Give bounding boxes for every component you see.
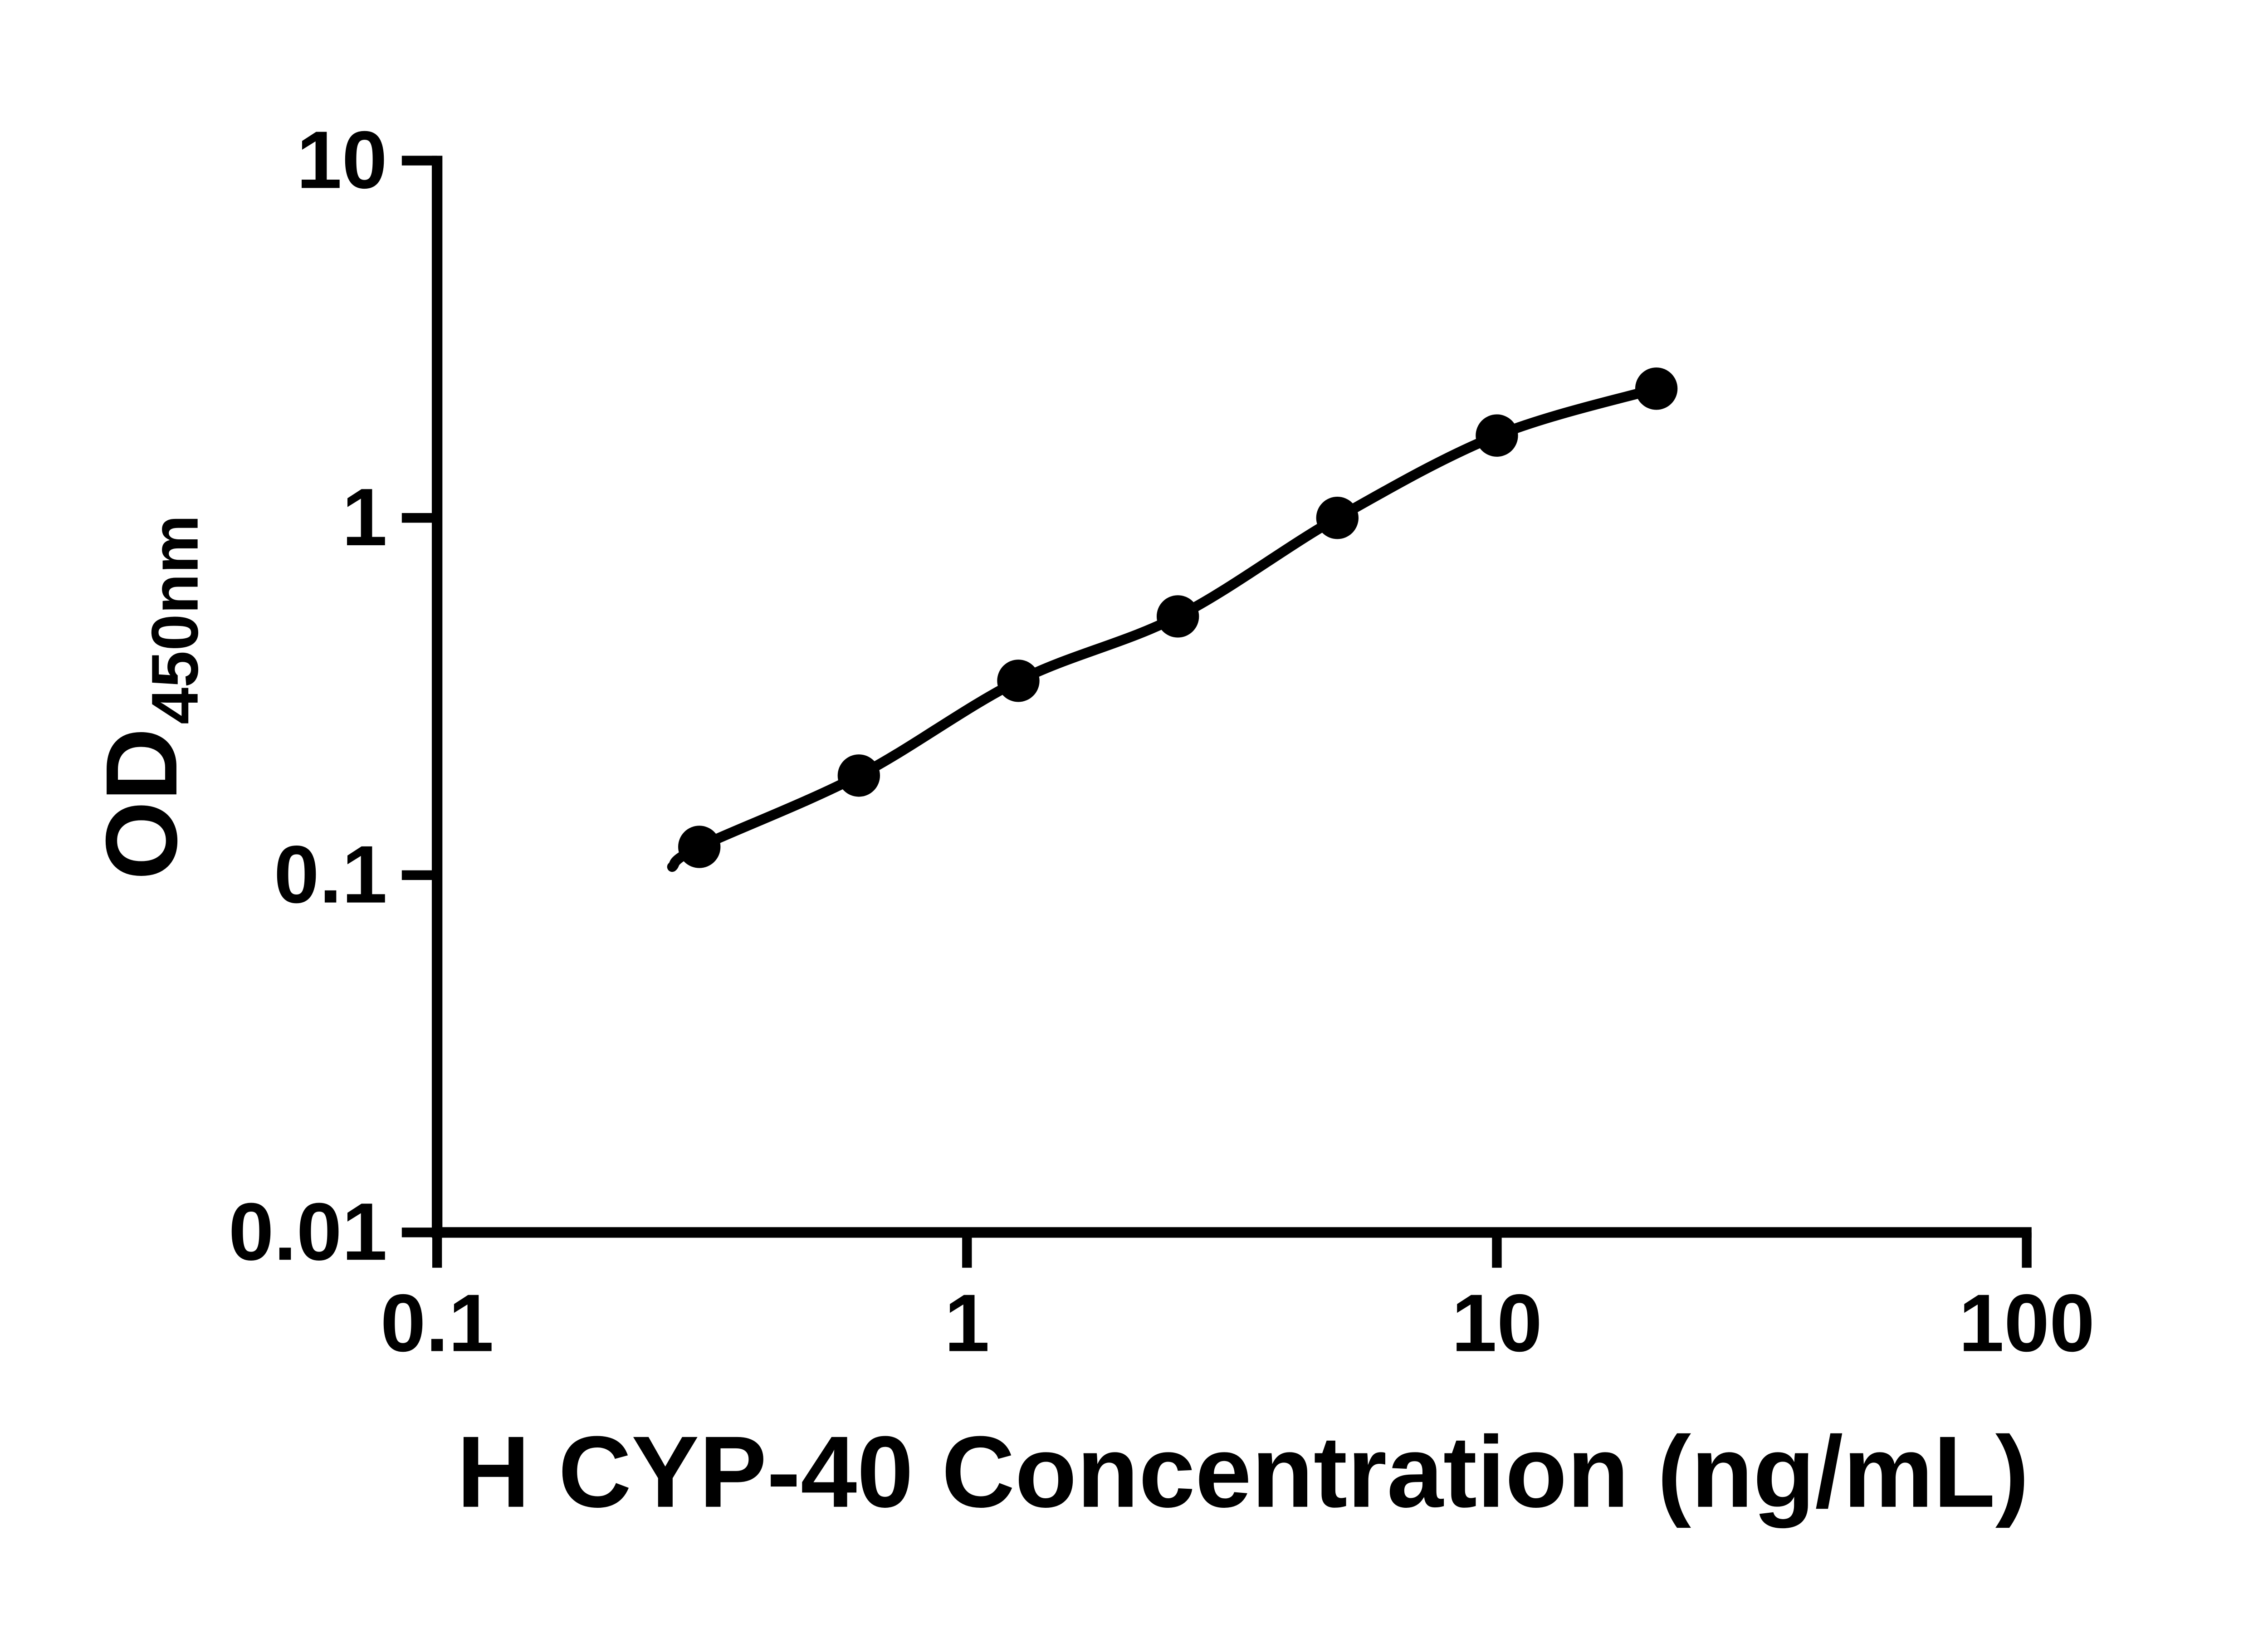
- x-tick-label: 10: [1452, 1278, 1542, 1369]
- y-tick-label: 10: [297, 114, 387, 205]
- x-tick-label: 100: [1959, 1278, 2095, 1369]
- data-point: [837, 754, 880, 797]
- x-axis: 0.1 1 10 100 H CYP-40 Concentration (ng/mL): [381, 1227, 2095, 1529]
- y-axis: 10 1 0.1 0.01 OD450nm: [85, 114, 443, 1277]
- data-points: [678, 367, 1678, 868]
- y-axis-ticks: 10 1 0.1 0.01: [229, 114, 437, 1277]
- data-point: [1316, 497, 1359, 539]
- y-tick-label: 0.01: [229, 1186, 387, 1277]
- x-axis-ticks: 0.1 1 10 100: [381, 1232, 2095, 1369]
- x-axis-title: H CYP-40 Concentration (ng/mL): [457, 1416, 2029, 1529]
- x-tick-label: 1: [944, 1278, 990, 1369]
- series-standard-curve: [667, 367, 1678, 872]
- data-point: [1635, 367, 1678, 410]
- data-point: [678, 826, 721, 868]
- y-tick-label: 0.1: [274, 829, 387, 920]
- data-point: [1476, 414, 1518, 457]
- data-point: [997, 660, 1040, 702]
- x-tick-label: 0.1: [381, 1278, 494, 1369]
- y-tick-label: 1: [342, 472, 387, 563]
- data-point: [1156, 595, 1199, 638]
- y-axis-title: OD450nm: [85, 515, 212, 880]
